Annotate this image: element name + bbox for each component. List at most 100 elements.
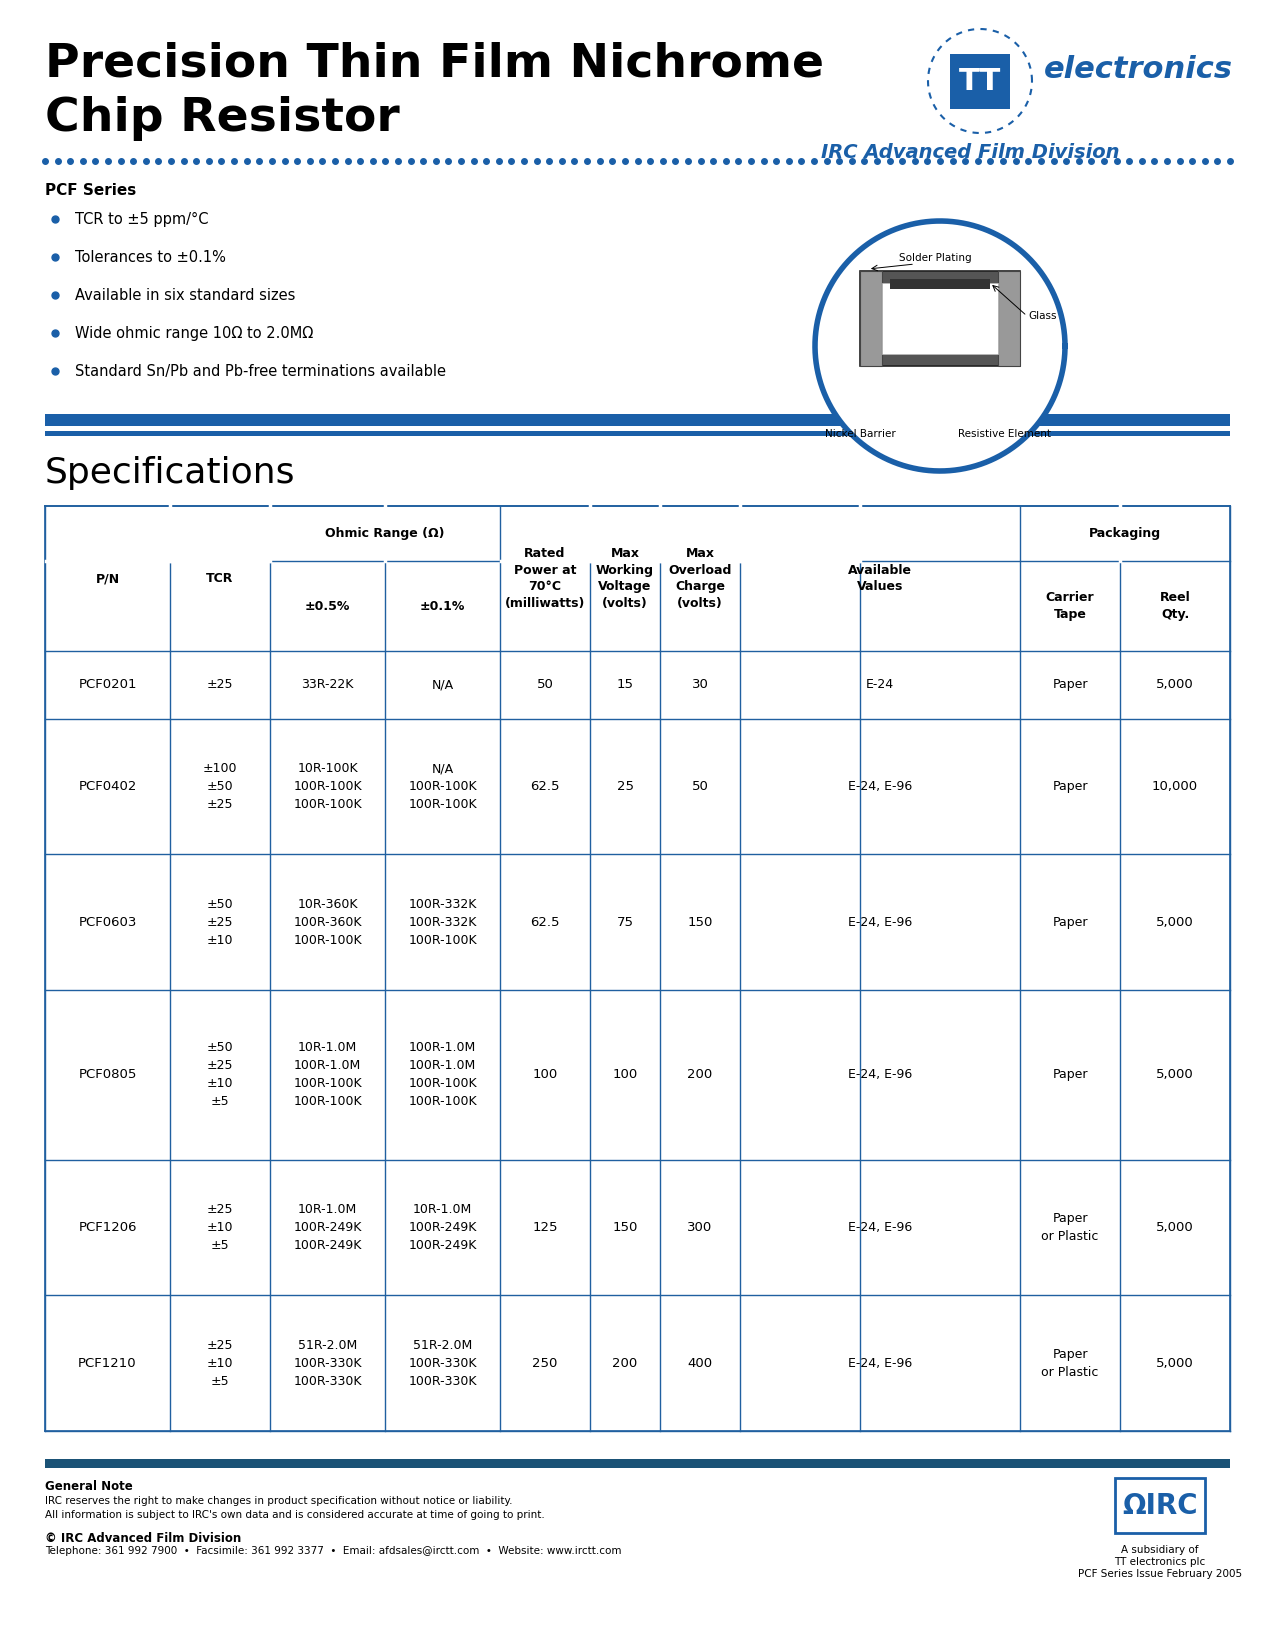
Text: TCR: TCR [207, 571, 233, 584]
Text: All information is subject to IRC's own data and is considered accurate at time : All information is subject to IRC's own … [45, 1511, 544, 1521]
Text: Ohmic Range (Ω): Ohmic Range (Ω) [325, 527, 445, 540]
FancyBboxPatch shape [1116, 1478, 1205, 1534]
Text: 10,000: 10,000 [1151, 781, 1198, 792]
Text: E-24, E-96: E-24, E-96 [848, 1357, 912, 1370]
Text: PCF0402: PCF0402 [78, 781, 136, 792]
Polygon shape [815, 221, 1065, 471]
Text: Packaging: Packaging [1089, 527, 1162, 540]
Text: 100R-1.0M
100R-1.0M
100R-100K
100R-100K: 100R-1.0M 100R-1.0M 100R-100K 100R-100K [408, 1042, 477, 1108]
Text: TT: TT [959, 66, 1001, 96]
Text: PCF0201: PCF0201 [78, 679, 136, 692]
Text: E-24, E-96: E-24, E-96 [848, 1222, 912, 1233]
Text: ±25
±10
±5: ±25 ±10 ±5 [207, 1339, 233, 1388]
Text: 200: 200 [612, 1357, 638, 1370]
Text: PCF0805: PCF0805 [78, 1068, 136, 1081]
Text: P/N: P/N [96, 571, 120, 584]
Text: 100: 100 [533, 1068, 557, 1081]
Text: Resistive Element: Resistive Element [959, 429, 1052, 439]
Text: 50: 50 [537, 679, 553, 692]
Text: Tolerances to ±0.1%: Tolerances to ±0.1% [75, 249, 226, 264]
Text: 250: 250 [533, 1357, 557, 1370]
Text: Available in six standard sizes: Available in six standard sizes [75, 287, 296, 302]
Text: PCF Series Issue February 2005: PCF Series Issue February 2005 [1077, 1568, 1242, 1578]
Bar [45, 414, 1230, 426]
Text: Max
Overload
Charge
(volts): Max Overload Charge (volts) [668, 546, 732, 609]
Text: © IRC Advanced Film Division: © IRC Advanced Film Division [45, 1532, 241, 1545]
Text: 100: 100 [612, 1068, 638, 1081]
Text: Max
Working
Voltage
(volts): Max Working Voltage (volts) [595, 546, 654, 609]
Text: 10R-1.0M
100R-249K
100R-249K: 10R-1.0M 100R-249K 100R-249K [408, 1204, 477, 1251]
FancyBboxPatch shape [998, 271, 1020, 367]
Text: E-24, E-96: E-24, E-96 [848, 1068, 912, 1081]
Text: 5,000: 5,000 [1156, 679, 1193, 692]
Text: PCF Series: PCF Series [45, 183, 136, 198]
Text: Chip Resistor: Chip Resistor [45, 96, 400, 140]
Text: 400: 400 [687, 1357, 713, 1370]
Text: 300: 300 [687, 1222, 713, 1233]
Text: 15: 15 [617, 679, 634, 692]
Text: 30: 30 [691, 679, 709, 692]
Text: Paper
or Plastic: Paper or Plastic [1042, 1347, 1099, 1379]
Text: Paper: Paper [1052, 679, 1088, 692]
Text: Paper
or Plastic: Paper or Plastic [1042, 1212, 1099, 1243]
Text: 50: 50 [691, 781, 709, 792]
Text: E-24: E-24 [866, 679, 894, 692]
Text: 5,000: 5,000 [1156, 1068, 1193, 1081]
Bar [45, 431, 1230, 436]
Text: 10R-1.0M
100R-249K
100R-249K: 10R-1.0M 100R-249K 100R-249K [293, 1204, 362, 1251]
Text: A subsidiary of: A subsidiary of [1121, 1545, 1198, 1555]
Text: Available
Values: Available Values [848, 563, 912, 593]
Text: Rated
Power at
70°C
(milliwatts): Rated Power at 70°C (milliwatts) [505, 546, 585, 609]
Text: 62.5: 62.5 [530, 916, 560, 930]
Text: ±50
±25
±10: ±50 ±25 ±10 [207, 898, 233, 946]
Text: PCF1210: PCF1210 [78, 1357, 136, 1370]
Text: 5,000: 5,000 [1156, 1222, 1193, 1233]
Text: Reel
Qty.: Reel Qty. [1160, 591, 1191, 621]
Text: electronics: electronics [1044, 54, 1233, 84]
Text: 33R-22K: 33R-22K [301, 679, 353, 692]
Text: Standard Sn/Pb and Pb-free terminations available: Standard Sn/Pb and Pb-free terminations … [75, 363, 446, 378]
Text: N/A
100R-100K
100R-100K: N/A 100R-100K 100R-100K [408, 763, 477, 811]
Text: N/A: N/A [431, 679, 454, 692]
FancyBboxPatch shape [861, 271, 882, 367]
Text: 5,000: 5,000 [1156, 1357, 1193, 1370]
Text: 150: 150 [612, 1222, 638, 1233]
FancyBboxPatch shape [890, 279, 989, 289]
Text: 10R-1.0M
100R-1.0M
100R-100K
100R-100K: 10R-1.0M 100R-1.0M 100R-100K 100R-100K [293, 1042, 362, 1108]
Text: 100R-332K
100R-332K
100R-100K: 100R-332K 100R-332K 100R-100K [408, 898, 477, 946]
Text: Paper: Paper [1052, 916, 1088, 930]
Text: Nickel Barrier: Nickel Barrier [825, 429, 895, 439]
Text: 150: 150 [687, 916, 713, 930]
Text: IRC Advanced Film Division: IRC Advanced Film Division [821, 144, 1119, 162]
Text: 75: 75 [617, 916, 634, 930]
Text: ΩIRC: ΩIRC [1122, 1491, 1197, 1519]
Text: PCF1206: PCF1206 [78, 1222, 136, 1233]
Text: 51R-2.0M
100R-330K
100R-330K: 51R-2.0M 100R-330K 100R-330K [293, 1339, 362, 1388]
FancyBboxPatch shape [950, 54, 1010, 109]
FancyBboxPatch shape [882, 282, 998, 353]
Text: Specifications: Specifications [45, 456, 296, 490]
Text: E-24, E-96: E-24, E-96 [848, 781, 912, 792]
Text: E-24, E-96: E-24, E-96 [848, 916, 912, 930]
Text: PCF0603: PCF0603 [78, 916, 136, 930]
Bar [45, 1459, 1230, 1468]
Text: Wide ohmic range 10Ω to 2.0MΩ: Wide ohmic range 10Ω to 2.0MΩ [75, 325, 314, 340]
Text: 125: 125 [532, 1222, 557, 1233]
Text: IRC reserves the right to make changes in product specification without notice o: IRC reserves the right to make changes i… [45, 1496, 513, 1506]
Text: Telephone: 361 992 7900  •  Facsimile: 361 992 3377  •  Email: afdsales@irctt.co: Telephone: 361 992 7900 • Facsimile: 361… [45, 1545, 621, 1555]
Text: TT electronics plc: TT electronics plc [1114, 1557, 1206, 1567]
Text: Solder Plating: Solder Plating [899, 253, 972, 263]
Text: 5,000: 5,000 [1156, 916, 1193, 930]
Text: ±0.5%: ±0.5% [305, 599, 351, 613]
Text: Paper: Paper [1052, 1068, 1088, 1081]
Text: Precision Thin Film Nichrome: Precision Thin Film Nichrome [45, 41, 824, 86]
Text: Paper: Paper [1052, 781, 1088, 792]
Text: ±100
±50
±25: ±100 ±50 ±25 [203, 763, 237, 811]
Text: ±25
±10
±5: ±25 ±10 ±5 [207, 1204, 233, 1251]
Text: Glass: Glass [1028, 310, 1057, 320]
Text: General Note: General Note [45, 1479, 133, 1493]
Text: TCR to ±5 ppm/°C: TCR to ±5 ppm/°C [75, 211, 209, 226]
Text: 51R-2.0M
100R-330K
100R-330K: 51R-2.0M 100R-330K 100R-330K [408, 1339, 477, 1388]
Text: ±50
±25
±10
±5: ±50 ±25 ±10 ±5 [207, 1042, 233, 1108]
Text: 200: 200 [687, 1068, 713, 1081]
